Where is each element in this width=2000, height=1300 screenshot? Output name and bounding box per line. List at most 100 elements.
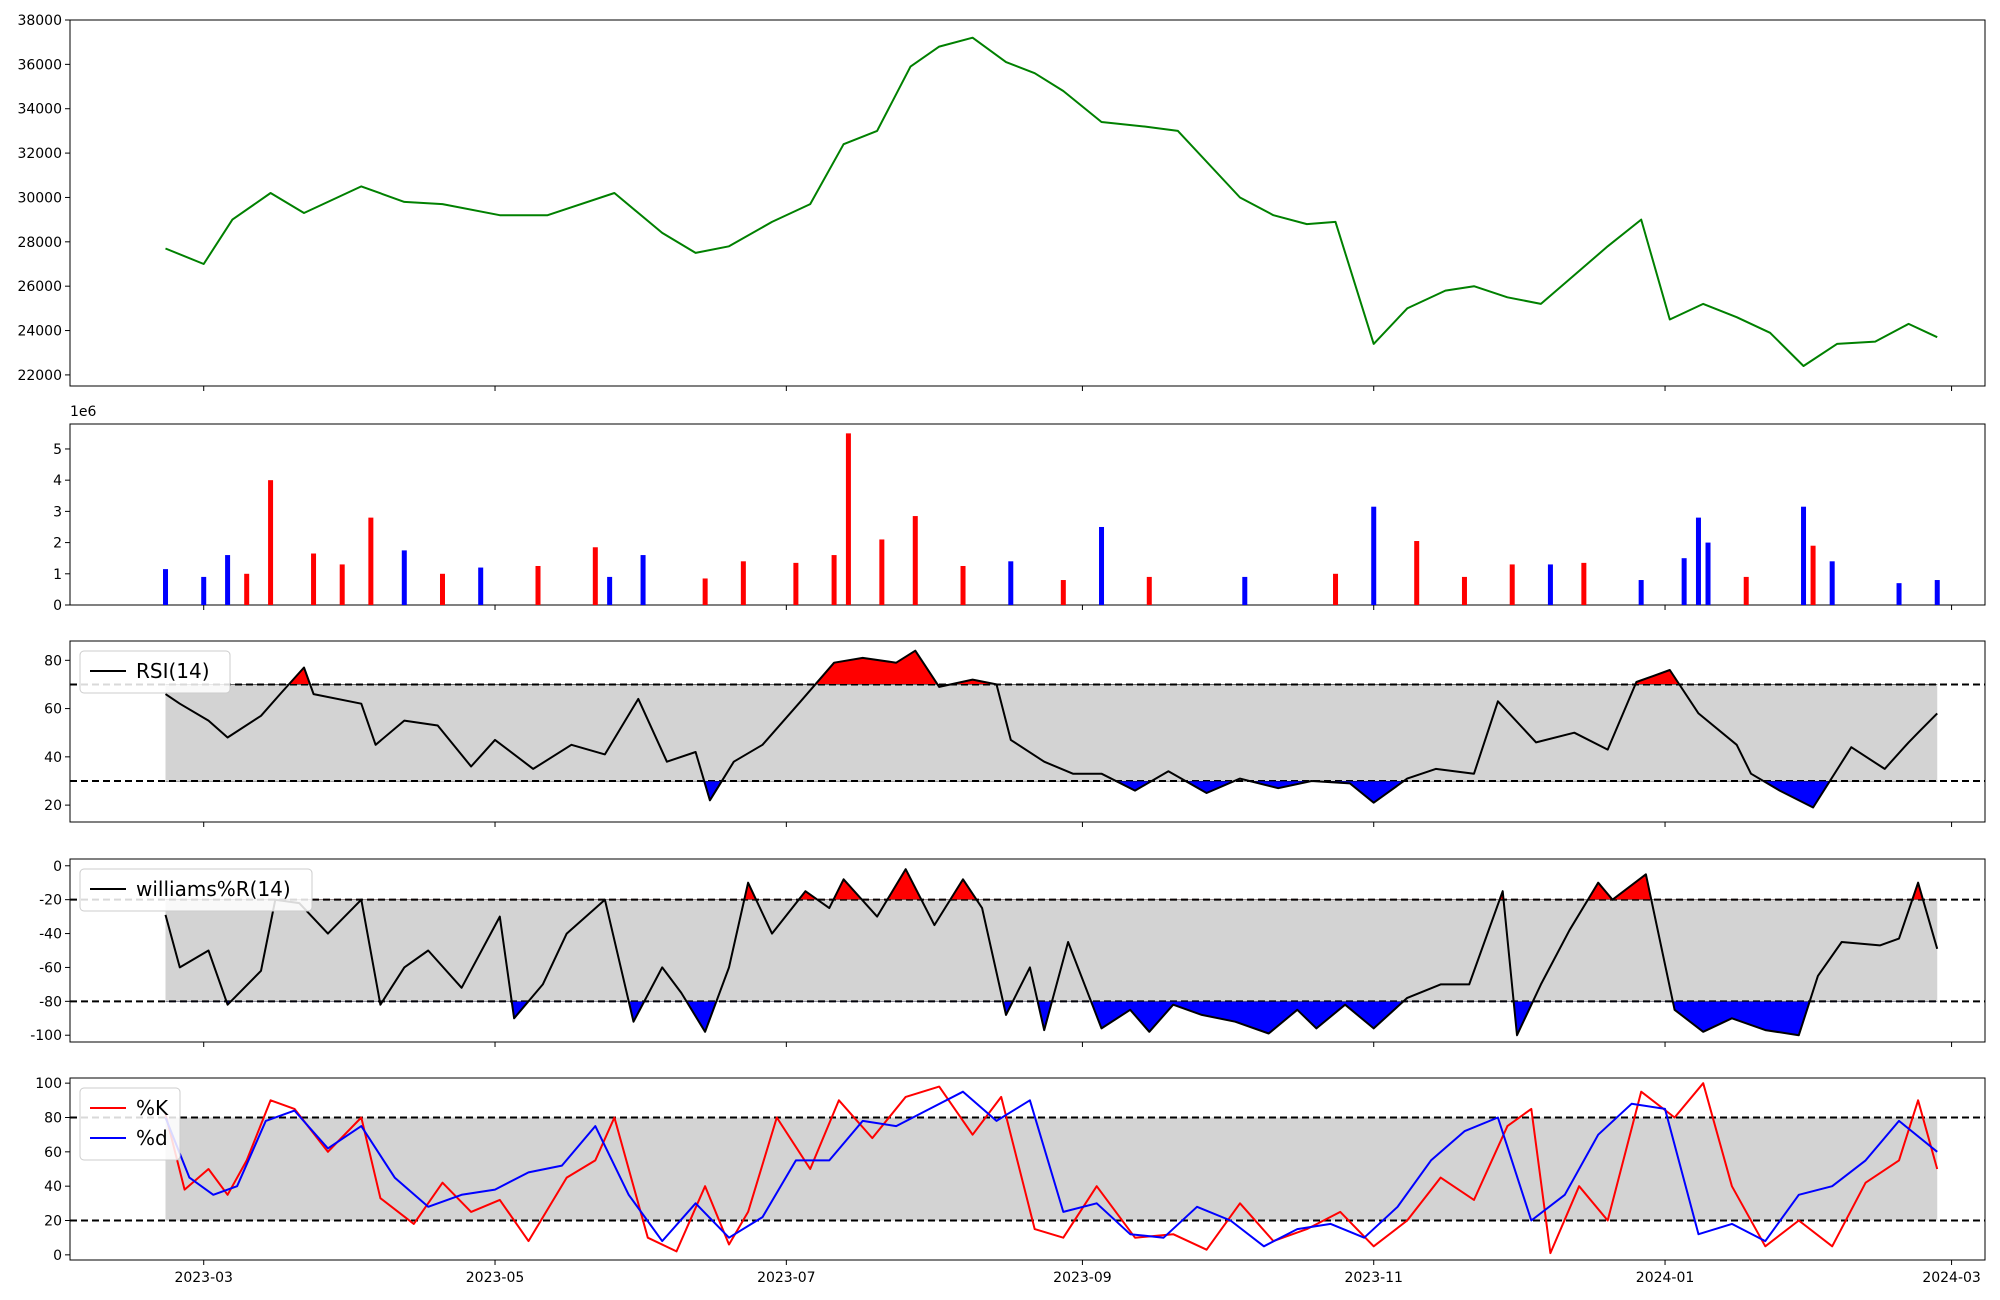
volume-bar <box>702 578 708 605</box>
volume-bar <box>607 576 613 605</box>
volume-bar <box>244 573 250 605</box>
y-tick-label: -80 <box>39 994 62 1010</box>
price-line <box>165 36 1938 367</box>
x-tick-label: 2023-07 <box>757 1270 816 1286</box>
threshold-band <box>165 684 1938 781</box>
y-tick-label: 60 <box>44 702 62 718</box>
y-tick-label: 4 <box>53 473 62 489</box>
y-tick-label: 60 <box>44 1145 62 1161</box>
volume-bar <box>592 547 598 605</box>
y-tick-label: 20 <box>44 798 62 814</box>
volume-bar <box>1547 564 1553 605</box>
legend-box <box>79 650 231 694</box>
volume-bar <box>793 562 799 605</box>
volume-bar <box>1801 506 1807 605</box>
legend-label: %K <box>136 1096 169 1120</box>
x-tick-label: 2023-09 <box>1053 1270 1112 1286</box>
panel-williams-axes: 0 -20 -40 -60 -80 -100 <box>30 859 70 1044</box>
legend: %K %d <box>79 1087 181 1161</box>
volume-bar <box>1509 564 1515 605</box>
panel-frame <box>69 858 1986 1043</box>
volume-bar <box>368 517 374 605</box>
x-tick-label: 2023-03 <box>174 1270 233 1286</box>
y-tick-label: 80 <box>44 1110 62 1126</box>
panel-frame <box>69 19 1986 387</box>
volume-bar <box>845 433 851 605</box>
volume-bar <box>740 561 746 605</box>
volume-bar <box>1896 583 1902 605</box>
volume-bar <box>339 564 345 605</box>
y-tick-label: 26000 <box>17 279 62 295</box>
volume-bar <box>439 573 445 605</box>
panel-frame <box>69 1077 1986 1261</box>
panel-frame <box>69 423 1986 606</box>
rsi-line <box>164 649 1938 809</box>
volume-bar <box>1146 576 1152 605</box>
volume-bar <box>1414 541 1420 605</box>
y-tick-label: 28000 <box>17 235 62 251</box>
legend-box <box>79 868 313 912</box>
y-tick-label: 5 <box>53 442 62 458</box>
volume-bar <box>401 550 407 605</box>
panel-stochastic-axes: 0 20 40 60 80 100 <box>35 1076 70 1264</box>
volume-bar <box>311 553 317 605</box>
volume-bar <box>1461 576 1467 605</box>
volume-bar <box>201 576 207 605</box>
legend-label: RSI(14) <box>136 659 210 683</box>
y-tick-label: -20 <box>39 893 62 909</box>
y-tick-label: 3 <box>53 504 62 520</box>
y-tick-label: 1 <box>53 567 62 583</box>
volume-bar <box>1581 562 1587 605</box>
y-tick-label: 40 <box>44 750 62 766</box>
volume-bar <box>912 516 918 605</box>
y-tick-label: 0 <box>53 598 62 614</box>
y-tick-label: 38000 <box>17 13 62 29</box>
volume-bar <box>1810 545 1816 605</box>
y-tick-label: 24000 <box>17 324 62 340</box>
volume-bar <box>478 567 484 605</box>
panel-rsi-axes: 20 40 60 80 <box>44 653 70 814</box>
panel-price-axes: 22000 24000 26000 28000 30000 32000 34000 36000… <box>17 13 70 384</box>
volume-bar <box>225 555 231 605</box>
y-tick-label: -40 <box>39 927 62 943</box>
y-tick-label: 0 <box>53 1248 62 1264</box>
volume-bar <box>831 555 837 605</box>
volume-bar <box>1333 573 1339 605</box>
y-tick-label: 20 <box>44 1214 62 1230</box>
stoch-line-d <box>164 1090 1938 1248</box>
y-tick-label: 32000 <box>17 146 62 162</box>
threshold-band <box>165 899 1938 1002</box>
y-tick-label: 80 <box>44 653 62 669</box>
y-tick-label: 30000 <box>17 190 62 206</box>
volume-bar <box>1934 580 1940 605</box>
volume-bar <box>1638 580 1644 605</box>
y-tick-label: 22000 <box>17 368 62 384</box>
y-tick-label: -100 <box>30 1028 62 1044</box>
x-tick-label: 2024-03 <box>1922 1270 1981 1286</box>
x-tick-label: 2023-05 <box>466 1270 525 1286</box>
volume-bar <box>1242 576 1248 605</box>
volume-bar <box>960 565 966 605</box>
volume-bar <box>1371 506 1377 605</box>
stoch-line-k <box>164 1082 1939 1255</box>
volume-bar <box>1681 558 1687 605</box>
volume-bar <box>1060 580 1066 605</box>
volume-bar <box>640 555 646 605</box>
volume-bar <box>268 480 274 605</box>
williams-overbought-fill <box>165 868 1938 900</box>
y-tick-label: -60 <box>39 960 62 976</box>
x-tick-label: 2023-11 <box>1344 1270 1403 1286</box>
volume-bar <box>879 539 885 605</box>
volume-offset-label: 1e6 <box>70 404 97 420</box>
legend-label: williams%R(14) <box>136 877 291 901</box>
legend: williams%R(14) <box>79 868 313 912</box>
panel-volume-axes: 0 1 2 3 4 5 <box>53 442 70 614</box>
y-tick-label: 34000 <box>17 102 62 118</box>
x-tick-label: 2024-01 <box>1636 1270 1695 1286</box>
volume-bar <box>1008 561 1014 605</box>
panel-frame <box>69 640 1986 823</box>
volume-bar <box>1705 542 1711 605</box>
volume-bar <box>535 565 541 605</box>
volume-bar <box>1695 517 1701 605</box>
